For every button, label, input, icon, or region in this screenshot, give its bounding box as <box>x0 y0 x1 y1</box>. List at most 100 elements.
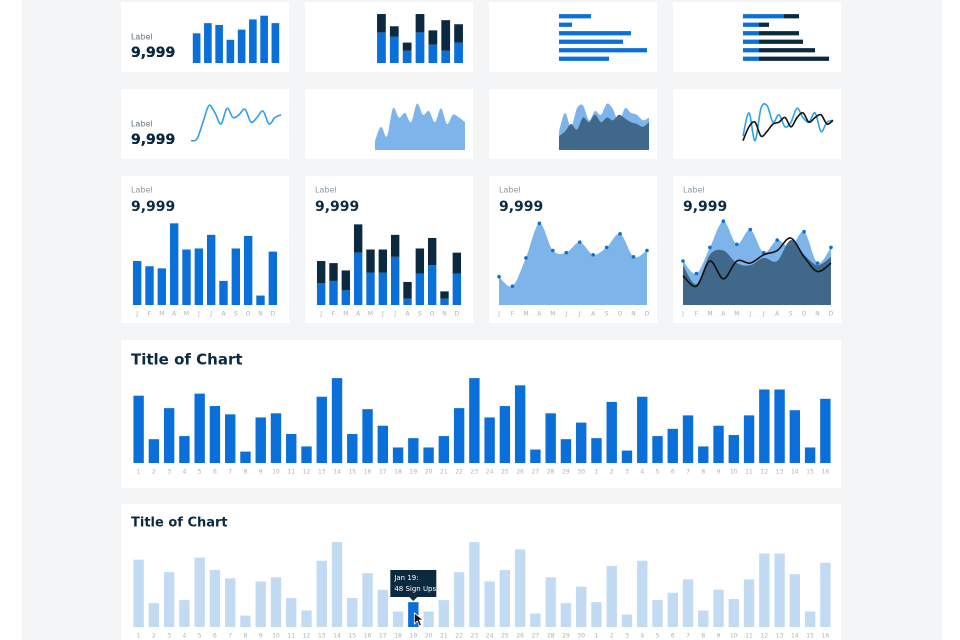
bar <box>667 428 678 463</box>
bar <box>743 39 759 44</box>
kpi-label: Label <box>499 186 521 195</box>
bar <box>377 425 388 463</box>
marker <box>829 245 833 250</box>
bar <box>454 24 463 43</box>
bar <box>759 389 770 463</box>
bar <box>441 50 451 63</box>
x-tick-label: 23 <box>471 469 479 476</box>
x-tick-label: 14 <box>791 469 799 476</box>
x-tick-label: 12 <box>303 469 311 476</box>
marker <box>524 256 528 260</box>
bar <box>316 283 326 305</box>
bar <box>452 252 462 274</box>
x-tick-label: F <box>148 311 152 318</box>
x-tick-label: 25 <box>501 633 509 640</box>
bar <box>440 298 449 305</box>
marker <box>537 221 542 226</box>
bar <box>743 31 759 36</box>
kpi-label: Label <box>683 186 705 195</box>
area <box>559 114 649 150</box>
bar <box>270 413 282 463</box>
x-tick-label: 17 <box>379 633 387 640</box>
x-tick-label: 28 <box>547 633 555 640</box>
bar <box>341 290 351 305</box>
x-tick-label: 10 <box>730 469 738 476</box>
x-tick-label: 9 <box>717 633 721 640</box>
kpi-value: 9,999 <box>131 199 175 215</box>
bar <box>402 50 412 63</box>
marker <box>721 219 726 224</box>
x-tick-label: 14 <box>791 633 799 640</box>
bar <box>469 542 480 627</box>
x-tick-label: 21 <box>440 469 448 476</box>
chart-title: Title of Chart <box>131 351 243 369</box>
kpi-value: 9,999 <box>683 199 727 215</box>
line <box>682 237 832 288</box>
bar <box>621 614 633 627</box>
bar <box>530 449 541 463</box>
marker <box>497 274 501 279</box>
bar <box>484 417 495 463</box>
bar <box>255 417 266 463</box>
bar <box>237 29 246 64</box>
bar <box>415 248 425 274</box>
x-tick-label: 26 <box>516 469 524 476</box>
x-tick-label: F <box>332 311 336 318</box>
x-tick-label: 17 <box>379 469 387 476</box>
x-tick-label: 7 <box>686 469 690 476</box>
bar <box>133 559 144 627</box>
x-tick-label: J <box>497 311 500 318</box>
bar <box>713 589 724 627</box>
x-tick-label: A <box>356 311 361 318</box>
bar <box>389 26 399 37</box>
x-tick-label: A <box>537 311 542 318</box>
bar <box>682 579 694 627</box>
x-tick-label: N <box>442 311 447 318</box>
x-tick-label: D <box>645 311 650 318</box>
bar <box>682 415 694 463</box>
bar <box>759 39 803 44</box>
x-tick-label: 4 <box>182 633 186 640</box>
x-tick-label: 22 <box>455 469 463 476</box>
x-tick-label: M <box>523 311 528 318</box>
x-tick-label: 15 <box>348 633 356 640</box>
bar <box>243 235 253 305</box>
x-tick-label: 16 <box>364 469 372 476</box>
bar <box>301 446 312 463</box>
bar <box>759 553 770 627</box>
x-tick-label: 8 <box>701 633 705 640</box>
bar <box>347 434 358 463</box>
x-tick-label: 6 <box>213 633 217 640</box>
x-tick-label: 13 <box>776 469 784 476</box>
bar <box>390 256 400 305</box>
x-tick-label: 18 <box>394 469 402 476</box>
x-tick-label: J <box>681 311 684 318</box>
line <box>742 103 834 142</box>
bar <box>453 408 465 463</box>
bar <box>469 378 480 463</box>
bar <box>452 273 462 305</box>
x-tick-label: 1 <box>137 633 141 640</box>
x-tick-label: 11 <box>745 633 753 640</box>
x-tick-label: 12 <box>761 633 769 640</box>
x-tick-label: O <box>430 311 435 318</box>
bar <box>133 395 144 463</box>
line <box>190 104 282 142</box>
x-tick-label: 20 <box>425 469 433 476</box>
bar <box>192 33 201 63</box>
x-tick-label: 25 <box>501 469 509 476</box>
bar <box>249 19 257 63</box>
bar <box>784 14 799 19</box>
bar <box>667 592 678 627</box>
bar <box>132 261 142 305</box>
tooltip <box>390 570 437 597</box>
x-tick-label: A <box>221 311 226 318</box>
bar <box>256 295 265 305</box>
x-tick-label: S <box>418 311 422 318</box>
x-tick-label: N <box>815 311 820 318</box>
bar <box>743 48 759 53</box>
x-tick-label: 13 <box>776 633 784 640</box>
bar <box>240 451 251 463</box>
x-tick-label: 13 <box>318 469 326 476</box>
bar <box>362 573 373 627</box>
